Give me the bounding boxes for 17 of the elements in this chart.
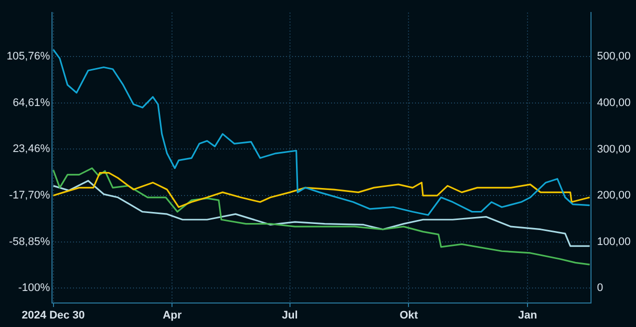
y-tick-label: -100% <box>18 282 50 294</box>
x-tick-label: Jan <box>518 310 538 322</box>
y-tick-label: -58,85% <box>9 236 50 248</box>
y-tick-label: 105,76% <box>6 50 50 63</box>
y-tick-label: 64,61% <box>12 96 50 109</box>
y2-tick-label: 500,00 <box>597 50 631 63</box>
y2-tick-label: 300,00 <box>597 143 631 156</box>
y2-tick-label: 100,00 <box>597 236 631 248</box>
x-tick-label: 2024 Dec 30 <box>22 310 85 322</box>
x-tick-label: Jul <box>282 310 298 322</box>
y2-tick-label: 200,00 <box>597 190 631 202</box>
y-tick-label: -17,70% <box>9 190 50 202</box>
y2-tick-label: 400,00 <box>597 96 631 109</box>
x-tick-label: Okt <box>400 310 418 322</box>
y2-tick-label: 0 <box>597 282 604 294</box>
x-tick-label: Apr <box>162 310 182 322</box>
y-tick-label: 23,46% <box>12 143 50 156</box>
